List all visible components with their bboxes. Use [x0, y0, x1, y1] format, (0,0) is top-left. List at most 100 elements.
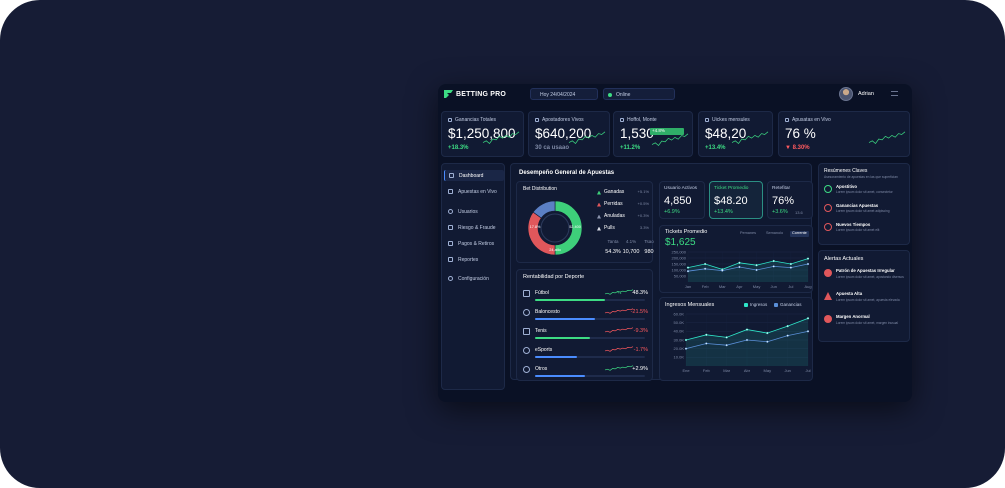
sidebar: Dashboard Apuestas en Vivo Usuarios Riesgo … [441, 163, 505, 390]
point [704, 262, 707, 266]
sparkline [568, 131, 606, 145]
stat-value: 76% [772, 195, 795, 207]
panel-title: Desempeño General de Apuestas [519, 170, 615, 176]
sports-card: Rentabilidad por Deporte Fútbol +1 48.3% Bal… [516, 269, 653, 381]
stat-label: Retefitar [772, 186, 791, 191]
status-text: Online [616, 91, 631, 98]
bar-fill [535, 356, 577, 358]
menu-button[interactable] [891, 91, 898, 96]
sport-icon [523, 328, 530, 335]
point [725, 344, 728, 347]
tab[interactable]: Semanolo [766, 231, 784, 235]
point [806, 257, 810, 260]
y-tick-label: 200,000 [672, 255, 687, 260]
card-title: Ingresos Mensuales [665, 302, 715, 308]
chart-svg [604, 365, 634, 371]
point [786, 325, 789, 328]
y-tick-label: 100,000 [672, 267, 687, 272]
sport-value: -1.7% [633, 347, 648, 353]
sparkline [651, 133, 689, 147]
kpi-value: 1,530 [620, 126, 654, 141]
chart-svg [868, 131, 906, 145]
x-tick-label: Jan [685, 284, 691, 289]
alert-icon [824, 315, 832, 323]
tab[interactable]: Pemanes [740, 231, 757, 235]
chart-svg: 10.0K 20.0K 30.0K 40.0K 50.0K 60.0K Ene Feb Mar A… [674, 311, 811, 373]
kpi-change: +13.4% [705, 145, 726, 151]
sidebar-label: Riesgo & Fraude [458, 224, 496, 231]
donut-label: 17.8% [530, 225, 541, 229]
donut-label: 24,atlo [549, 248, 560, 252]
stat-value: 54.3% [605, 249, 621, 255]
legend-swatch [597, 190, 601, 195]
kpi-value: 76 % [785, 126, 816, 141]
bar-fill [535, 318, 595, 320]
point [786, 334, 789, 337]
bar-fill [535, 375, 585, 377]
sidebar-icon [448, 276, 453, 281]
x-tick-label: May [753, 284, 761, 289]
sidebar-item[interactable]: Reportes [444, 254, 504, 265]
x-tick-label: Mar [723, 368, 731, 373]
kpi-value: $640,200 [535, 126, 592, 141]
sport-icon [523, 366, 530, 373]
sport-name: Tenis [535, 328, 547, 334]
donut-label: 52,400 [569, 225, 581, 229]
bar-track [535, 375, 645, 377]
sparkline [604, 327, 634, 333]
point [806, 262, 810, 266]
sport-name: eSports [535, 347, 553, 353]
legend-label: Perridas [604, 201, 623, 207]
chart-svg: 17.8% 52,400 24,atlo [527, 200, 583, 256]
alert-title: Patrón de Apuestas Irregular [836, 268, 895, 273]
x-tick-label: Mar [719, 284, 727, 289]
sidebar-icon [448, 189, 453, 194]
series-line [687, 263, 809, 272]
donut-inner [540, 213, 570, 243]
legend-label: Pulls [604, 225, 615, 231]
avatar[interactable] [839, 87, 853, 101]
sidebar-label: Apuestas en Vivo [458, 188, 497, 195]
point [738, 265, 741, 269]
kpi-card: Apusatas en Vivo 76 % ▼ 8.30% [778, 111, 910, 157]
stat-label: Ticket Promedio [714, 186, 749, 191]
x-tick-label: Aug [804, 284, 811, 289]
point [738, 261, 741, 264]
sport-icon [523, 290, 530, 297]
chart-svg [651, 133, 689, 147]
sport-name: Fútbol [535, 290, 549, 296]
item-icon [824, 185, 832, 193]
date-select[interactable]: Hoy 24/04/2024 [530, 88, 598, 100]
legend-change: +0.3% [637, 213, 649, 218]
point [766, 340, 769, 343]
status-select[interactable]: Online [603, 88, 675, 100]
chart-svg [731, 131, 769, 145]
sidebar-icon [448, 209, 453, 214]
item-title: Apostitivo [836, 184, 858, 189]
legend-label: Anuladas [604, 213, 625, 219]
sparkline [731, 131, 769, 145]
sparkline [604, 365, 634, 371]
tab[interactable]: Corrente [790, 231, 809, 237]
sidebar-label: Dashboard [459, 172, 484, 179]
sidebar-item[interactable]: Configuración [444, 273, 504, 284]
point [755, 264, 758, 267]
point [806, 330, 810, 333]
sidebar-item[interactable]: Pagos & Retiros [444, 238, 504, 249]
sidebar-item[interactable]: Usuarios [444, 206, 504, 217]
point [705, 333, 708, 336]
legend-swatch [597, 202, 601, 207]
sidebar-item[interactable]: Apuestas en Vivo [444, 186, 504, 197]
kpi-icon [535, 117, 539, 122]
alert-icon [824, 292, 832, 300]
kpi-card: Apostadores Vivos $640,200 30 ca usaao [528, 111, 610, 157]
sparkline [482, 131, 520, 145]
sidebar-item[interactable]: Riesgo & Fraude [444, 222, 504, 233]
bar-track [535, 356, 645, 358]
kpi-card: Uickes mensules $48,20 +13.4% [698, 111, 773, 157]
point [705, 342, 708, 345]
point [755, 268, 758, 272]
sidebar-item[interactable]: Dashboard [444, 170, 504, 181]
